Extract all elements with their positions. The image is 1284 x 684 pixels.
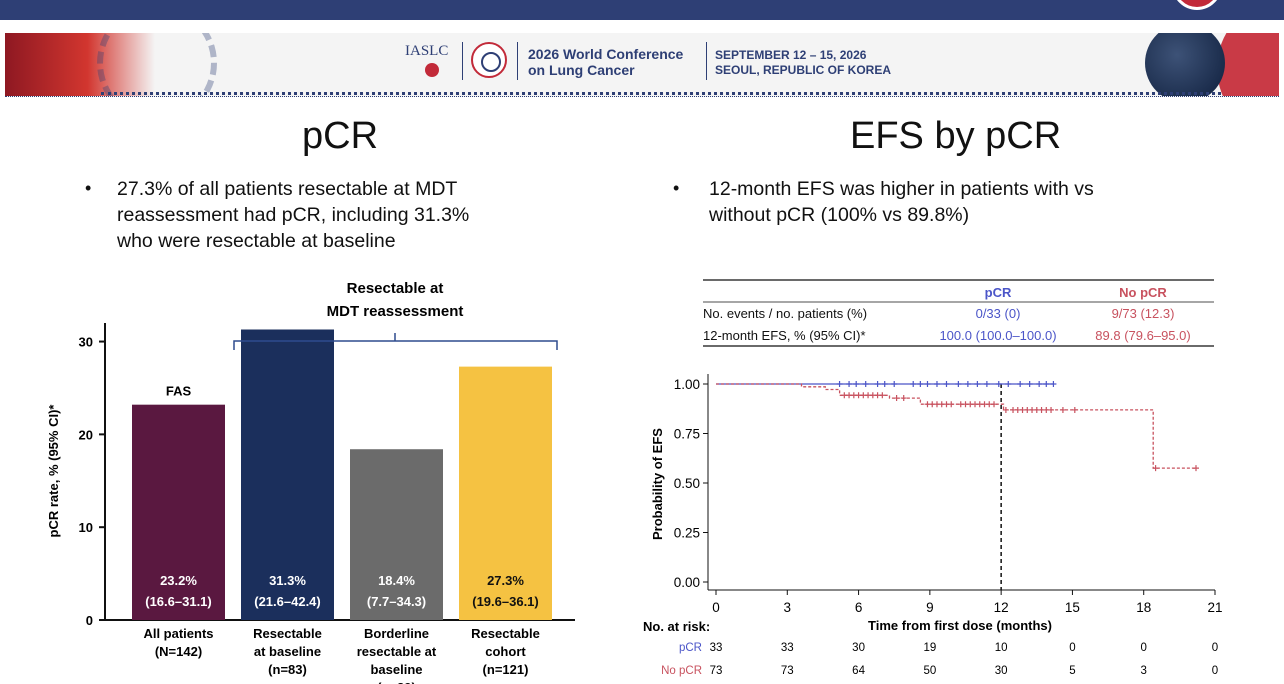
conference-dates: SEPTEMBER 12 – 15, 2026 [715, 48, 867, 62]
right-bullet-text: 12-month EFS was higher in patients with… [709, 176, 1094, 228]
conference-title: 2026 World Conference on Lung Cancer [528, 46, 683, 78]
right-bullet-line: without pCR (100% vs 89.8%) [709, 204, 970, 226]
left-bullet-line: who were resectable at baseline [117, 230, 396, 252]
conference-location: SEOUL, REPUBLIC OF KOREA [715, 63, 892, 77]
banner-divider [517, 42, 518, 80]
bullet-marker: • [673, 178, 680, 198]
banner-wave-decoration [97, 33, 217, 96]
left-bullet-text: 27.3% of all patients resectable at MDT … [117, 176, 469, 254]
conference-date-location: SEPTEMBER 12 – 15, 2026 SEOUL, REPUBLIC … [715, 48, 891, 78]
right-bullet-line: 12-month EFS was higher in patients with… [709, 178, 1094, 200]
lung-logo-icon [425, 63, 439, 77]
left-title: pCR [302, 115, 379, 157]
banner-divider [706, 42, 707, 80]
iaslc-logo-text: IASLC [405, 43, 449, 59]
left-bullet-line: reassessment had pCR, including 31.3% [117, 204, 470, 226]
banner-red-shape-right [1217, 33, 1279, 96]
left-bullet-line: 27.3% of all patients resectable at MDT [117, 178, 458, 200]
banner-city-image-right [1145, 33, 1225, 96]
bullet-marker: • [85, 178, 92, 198]
slide: IASLC 2026 World Conference on Lung Canc… [5, 33, 1279, 684]
banner-dotted-line [101, 92, 1221, 96]
conference-title-line1: 2026 World Conference [528, 46, 684, 62]
banner-divider [462, 42, 463, 80]
conference-seal-icon [471, 42, 507, 78]
conference-banner: IASLC 2026 World Conference on Lung Canc… [5, 33, 1279, 97]
top-window-bar [0, 0, 1284, 20]
right-title: EFS by pCR [850, 115, 1062, 157]
conference-title-line2: on Lung Cancer [528, 62, 635, 78]
corner-logo-circle [1172, 0, 1222, 10]
